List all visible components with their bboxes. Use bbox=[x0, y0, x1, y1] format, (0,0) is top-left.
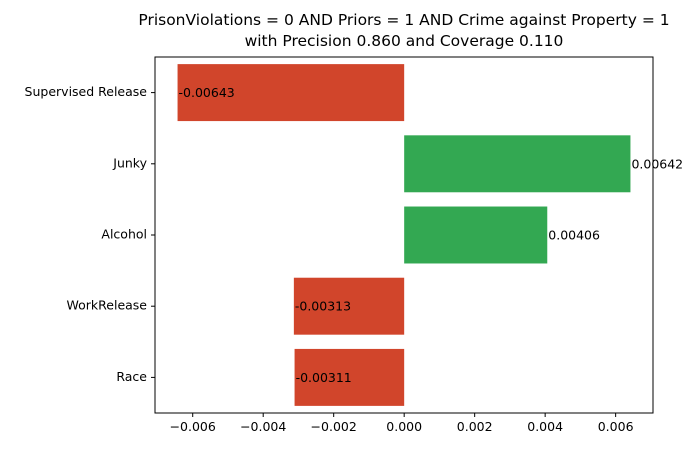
bar-junky bbox=[404, 135, 631, 193]
bars-layer bbox=[177, 64, 631, 406]
x-tick-label-2: −0.002 bbox=[311, 419, 357, 434]
data-label-race: -0.00311 bbox=[296, 370, 352, 385]
bar-workrelease bbox=[293, 277, 405, 335]
axes-layer: Supervised Release Junky Alcohol WorkReleas… bbox=[25, 56, 654, 434]
chart-title-line-2: with Precision 0.860 and Coverage 0.110 bbox=[245, 32, 564, 50]
y-tick-label-junky: Junky bbox=[112, 155, 147, 170]
data-label-alcohol: 0.00406 bbox=[548, 228, 600, 243]
x-tick-label-6: 0.006 bbox=[598, 419, 634, 434]
x-tick-label-4: 0.002 bbox=[457, 419, 493, 434]
data-labels-layer: -0.00643 0.00642 0.00406 -0.00313 -0.00311 bbox=[179, 85, 684, 385]
data-label-junky: 0.00642 bbox=[631, 156, 683, 171]
bar-alcohol bbox=[404, 206, 548, 264]
plot-frame bbox=[154, 56, 654, 414]
chart-title-line-1: PrisonViolations = 0 AND Priors = 1 AND … bbox=[138, 11, 669, 29]
x-tick-label-5: 0.004 bbox=[527, 419, 563, 434]
data-label-supervised-release: -0.00643 bbox=[179, 85, 235, 100]
bar-race bbox=[294, 348, 405, 406]
y-tick-label-supervised-release: Supervised Release bbox=[25, 84, 148, 99]
x-tick-label-0: −0.006 bbox=[170, 419, 216, 434]
y-tick-label-alcohol: Alcohol bbox=[101, 227, 147, 242]
x-tick-label-1: −0.004 bbox=[240, 419, 286, 434]
y-tick-label-race: Race bbox=[116, 369, 147, 384]
data-label-workrelease: -0.00313 bbox=[295, 299, 351, 314]
y-tick-label-workrelease: WorkRelease bbox=[67, 298, 148, 313]
x-tick-label-3: 0.000 bbox=[386, 419, 422, 434]
bar-supervised-release bbox=[177, 64, 405, 122]
